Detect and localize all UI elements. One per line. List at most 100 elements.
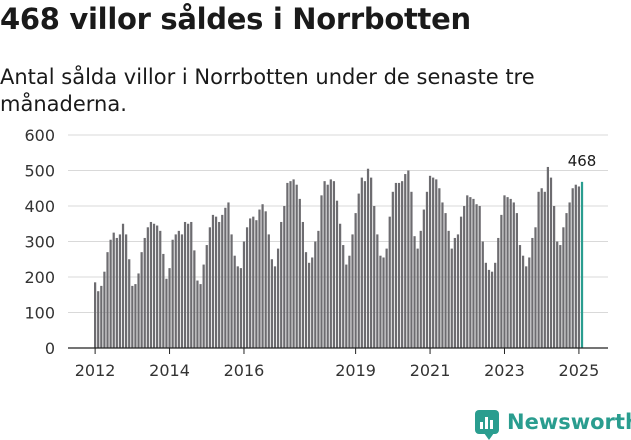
bar — [286, 182, 289, 348]
bar — [382, 257, 385, 348]
bar — [165, 278, 168, 348]
x-tick-label: 2014 — [149, 361, 190, 380]
bar — [391, 191, 394, 348]
bar — [218, 221, 221, 348]
bar — [571, 188, 574, 348]
bar — [112, 232, 115, 349]
bar — [363, 181, 367, 348]
bar — [94, 282, 97, 348]
bar — [202, 264, 205, 348]
bar — [125, 234, 128, 348]
bar — [270, 259, 273, 348]
bar — [506, 197, 509, 349]
y-tick-label: 600 — [24, 126, 55, 145]
bar — [469, 197, 472, 349]
bar — [342, 245, 345, 348]
bar — [556, 241, 559, 348]
bar — [115, 237, 118, 348]
bar — [193, 250, 196, 349]
bar — [487, 269, 491, 348]
bar — [180, 234, 184, 348]
bar — [360, 177, 363, 348]
bar — [577, 186, 581, 348]
bar — [366, 168, 370, 348]
bar — [131, 285, 134, 349]
bar — [140, 252, 143, 348]
bar — [134, 284, 137, 348]
bar — [146, 227, 149, 348]
bar — [199, 284, 202, 348]
bar — [370, 177, 373, 348]
chart-title: 468 villor såldes i Norrbotten — [0, 2, 471, 36]
bar — [326, 184, 329, 348]
bar — [428, 175, 432, 348]
bar — [239, 268, 242, 349]
bar — [404, 174, 407, 348]
bar — [494, 262, 497, 348]
bar — [432, 177, 435, 348]
x-tick-label: 2023 — [484, 361, 525, 380]
bar — [549, 177, 553, 348]
bar-chart: 0 100 200 300 400 500 600 2012 2014 2016 2019 2021… — [24, 126, 608, 380]
bar — [208, 227, 211, 348]
bar — [394, 182, 398, 348]
bar — [410, 191, 413, 348]
bar — [472, 198, 475, 348]
bar — [478, 206, 481, 348]
bar — [283, 206, 286, 348]
bar — [466, 195, 469, 348]
bar — [301, 221, 305, 348]
bar — [444, 213, 447, 348]
y-axis-tick-labels: 0 100 200 300 400 500 600 — [24, 126, 55, 358]
bar — [552, 206, 556, 348]
bar — [512, 202, 515, 348]
bar — [422, 209, 425, 348]
bar — [543, 191, 546, 348]
bar — [574, 184, 577, 348]
bar — [255, 220, 258, 348]
bar — [339, 223, 342, 348]
bar — [205, 245, 208, 348]
bar — [289, 181, 292, 348]
bar — [233, 255, 236, 348]
bar — [518, 245, 522, 348]
y-tick-label: 400 — [24, 197, 55, 216]
x-tick-label: 2025 — [559, 361, 600, 380]
bar — [503, 195, 506, 348]
bar — [376, 234, 379, 348]
bar — [249, 218, 252, 348]
bar — [273, 266, 277, 348]
bar — [481, 241, 484, 348]
bar — [568, 202, 571, 348]
bar — [565, 213, 568, 348]
bar — [292, 179, 295, 349]
bar — [317, 230, 320, 348]
bar — [109, 239, 112, 348]
bar — [156, 225, 159, 348]
bar — [537, 191, 540, 348]
bar — [515, 213, 518, 348]
bar — [168, 268, 171, 349]
bar — [121, 223, 125, 348]
bar — [456, 234, 460, 348]
bar — [307, 262, 311, 348]
bar — [332, 181, 336, 348]
bar-latest — [580, 181, 584, 348]
brand-name: Newsworthy — [507, 410, 631, 434]
bar — [230, 234, 233, 348]
bar — [236, 266, 239, 348]
bar — [261, 204, 264, 348]
bar — [128, 259, 131, 348]
bar — [183, 221, 187, 348]
bar — [267, 234, 270, 348]
bar — [106, 252, 109, 348]
bar — [323, 181, 326, 348]
bar — [211, 214, 215, 349]
bar — [521, 255, 525, 348]
bar — [264, 211, 267, 348]
y-tick-label: 500 — [24, 162, 55, 181]
x-tick-label: 2019 — [335, 361, 376, 380]
bar — [276, 248, 280, 348]
bar — [345, 264, 348, 348]
bar — [304, 252, 308, 348]
